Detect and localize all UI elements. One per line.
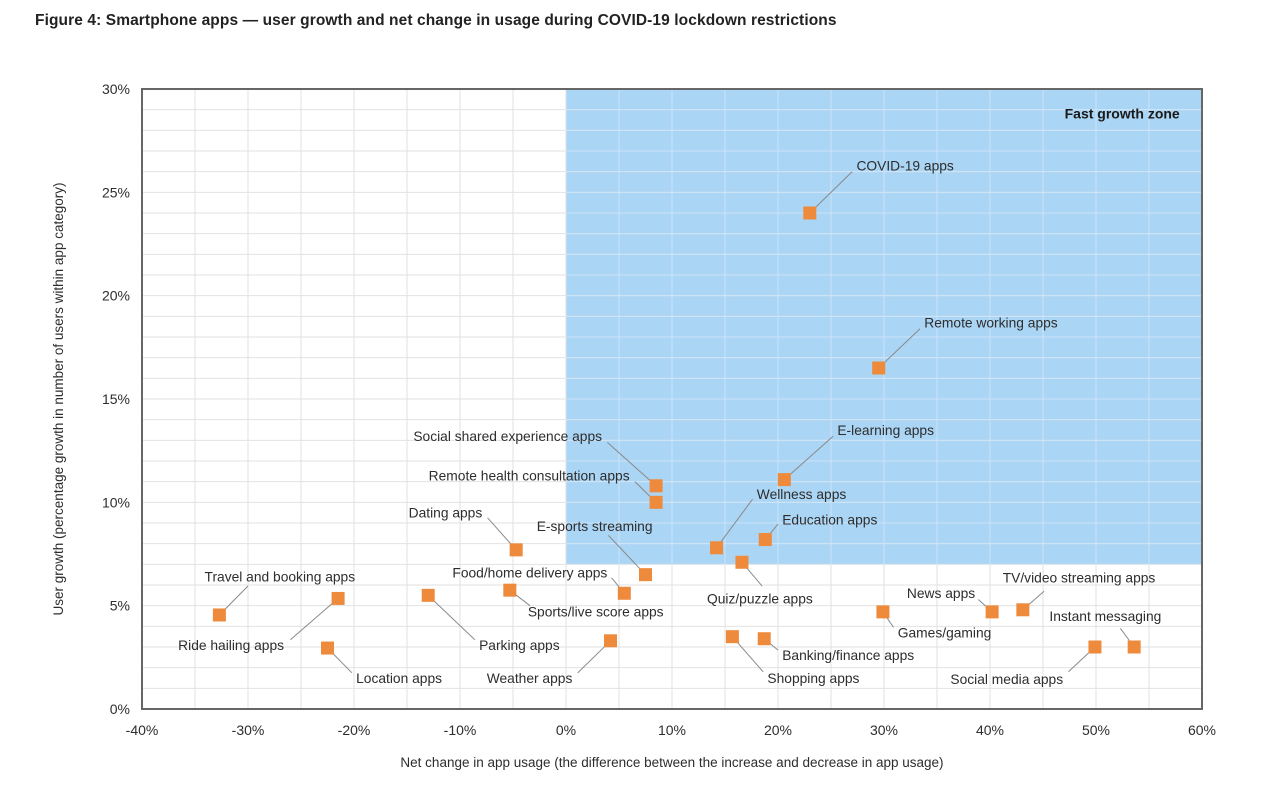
data-point-marker (331, 591, 345, 605)
y-tick-label: 10% (102, 494, 130, 510)
data-point-marker (985, 605, 999, 619)
y-tick-label: 20% (102, 288, 130, 304)
data-point-label: Instant messaging (1049, 609, 1161, 624)
data-point-marker (604, 634, 618, 648)
data-point-label: Parking apps (479, 638, 560, 653)
data-point-marker (725, 630, 739, 644)
data-point-marker (710, 541, 724, 555)
y-tick-label: 5% (110, 598, 130, 614)
data-point-label: TV/video streaming apps (1003, 571, 1156, 586)
data-point-marker (617, 586, 631, 600)
x-tick-label: -10% (444, 722, 477, 738)
data-point-label: E-sports streaming (537, 519, 653, 534)
x-tick-label: 20% (764, 722, 792, 738)
data-point-label: Banking/finance apps (782, 648, 914, 663)
leader-line (607, 442, 657, 487)
leader-line (608, 535, 646, 576)
data-point-label: Education apps (782, 513, 877, 528)
data-point-label: Location apps (356, 671, 442, 686)
data-point-label: Travel and booking apps (205, 570, 356, 585)
data-point-marker (1127, 640, 1141, 654)
x-tick-label: 50% (1082, 722, 1110, 738)
data-point-label: News apps (907, 586, 975, 601)
data-point-label: Shopping apps (767, 671, 859, 686)
plot-border (141, 88, 1203, 710)
data-point-label: E-learning apps (837, 423, 934, 438)
y-axis-title: User growth (percentage growth in number… (51, 183, 66, 616)
data-point-marker (803, 206, 817, 220)
data-point-label: Quiz/puzzle apps (707, 591, 813, 606)
figure-title: Figure 4: Smartphone apps — user growth … (35, 12, 837, 29)
point-labels: COVID-19 apps Remote working apps E-learni… (178, 158, 1161, 687)
leader-lines (219, 171, 1135, 674)
leader-line (290, 598, 339, 641)
data-points (212, 206, 1141, 655)
data-point-marker (212, 608, 226, 622)
data-point-marker (639, 568, 652, 582)
data-point-label: Games/gaming (898, 625, 992, 640)
data-point-label: Wellness apps (757, 487, 847, 502)
data-point-marker (421, 588, 435, 602)
data-point-label: Sports/live score apps (528, 605, 664, 620)
data-point-marker (509, 543, 523, 557)
data-point-marker (758, 533, 772, 547)
y-tick-label: 30% (102, 81, 130, 97)
fast-growth-zone-label: Fast growth zone (1065, 106, 1180, 122)
data-point-label: COVID-19 apps (856, 158, 953, 173)
data-point-label: Weather apps (487, 671, 573, 686)
data-point-label: Social shared experience apps (413, 429, 602, 444)
data-point-marker (321, 641, 334, 655)
data-point-label: Social media apps (950, 672, 1063, 687)
data-point-label: Remote working apps (924, 315, 1058, 330)
data-point-marker (1016, 603, 1030, 617)
data-point-marker (777, 473, 791, 487)
x-tick-label: -20% (338, 722, 371, 738)
y-tick-label: 25% (102, 184, 130, 200)
x-tick-label: 40% (976, 722, 1004, 738)
axis-ticks: -40% -30% -20% -10% 0% 10% 20% 30% 40% 50% 60% 0% 5%… (102, 81, 1216, 738)
x-tick-label: 30% (870, 722, 898, 738)
y-tick-label: 15% (102, 391, 130, 407)
data-point-marker (757, 632, 771, 646)
data-point-marker (649, 479, 663, 493)
data-point-marker (503, 583, 517, 597)
x-tick-label: 0% (556, 722, 576, 738)
data-point-marker (872, 361, 886, 375)
leader-line (716, 498, 753, 549)
x-tick-label: -40% (126, 722, 159, 738)
x-tick-label: 10% (658, 722, 686, 738)
data-point-label: Dating apps (409, 505, 483, 520)
data-point-marker (649, 495, 663, 509)
x-axis-title: Net change in app usage (the difference … (400, 755, 943, 770)
data-point-marker (1088, 640, 1102, 654)
y-tick-label: 0% (110, 701, 130, 717)
data-point-label: Ride hailing apps (178, 638, 284, 653)
data-point-marker (735, 555, 749, 569)
x-tick-label: 60% (1188, 722, 1216, 738)
x-tick-label: -30% (232, 722, 265, 738)
leader-line (784, 435, 834, 480)
data-point-label: Remote health consultation apps (429, 468, 630, 483)
leader-line (878, 328, 921, 369)
data-point-marker (876, 605, 890, 619)
leader-line (427, 594, 476, 641)
gridlines-on-zone (566, 89, 1202, 565)
data-point-label: Food/home delivery apps (452, 565, 607, 580)
leader-line (809, 171, 853, 214)
